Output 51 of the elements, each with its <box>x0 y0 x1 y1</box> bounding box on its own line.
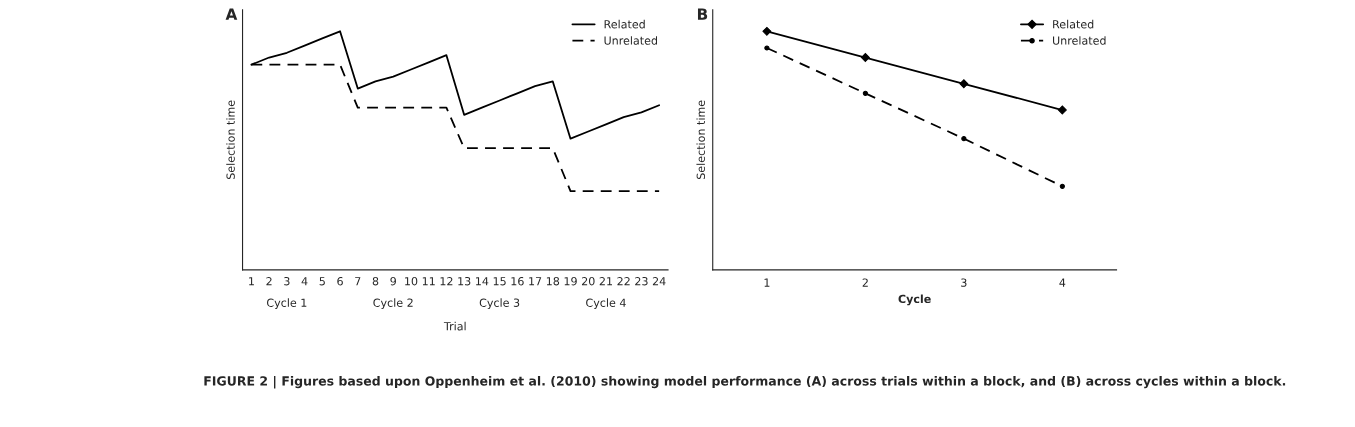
point <box>961 136 967 142</box>
point <box>764 45 770 51</box>
legend-label: Related <box>604 19 645 29</box>
x-tick-label: 22 <box>617 277 630 286</box>
x-tick-label: 15 <box>493 277 506 286</box>
x-tick-label: 23 <box>635 277 648 286</box>
x-tick-label: 5 <box>319 277 325 286</box>
x-tick-label: 1 <box>249 277 254 286</box>
x-tick-label: 20 <box>581 277 595 286</box>
x-tick-label: 18 <box>546 277 560 286</box>
x-tick-label: 10 <box>405 277 418 286</box>
x-tick-label: 24 <box>652 277 666 286</box>
text: Cycle 3 <box>479 298 520 310</box>
x-tick-label: 3 <box>961 278 967 287</box>
x-tick-label: 11 <box>422 277 435 286</box>
point <box>959 79 969 89</box>
x-tick-label: 13 <box>458 277 471 286</box>
x-tick-label: 17 <box>529 277 542 286</box>
x-tick-label: 4 <box>1059 278 1066 287</box>
x-tick-label: 16 <box>511 277 524 286</box>
x-tick-label: 1 <box>764 278 770 287</box>
x-tick-label: 14 <box>476 277 489 286</box>
x-tick-label: 6 <box>337 277 343 286</box>
x-tick-label: 8 <box>372 277 379 286</box>
legend-label: Unrelated <box>1053 36 1106 45</box>
x-tick-label: 19 <box>564 277 577 286</box>
x-tick-label: 3 <box>284 277 290 286</box>
point <box>860 53 870 62</box>
point <box>1059 183 1065 189</box>
chart-title: B <box>697 8 708 20</box>
y-axis-title: Selection time <box>226 100 235 180</box>
legend-label: Related <box>1053 19 1094 29</box>
legend-label: Unrelated <box>604 36 658 45</box>
x-axis-title: Cycle <box>898 294 931 306</box>
point <box>862 90 868 96</box>
point <box>1057 105 1067 115</box>
point <box>762 26 772 36</box>
text: Cycle 4 <box>586 298 626 310</box>
text: Cycle 1 <box>267 298 307 310</box>
text: Cycle 2 <box>373 298 413 310</box>
x-tick-label: 9 <box>390 277 396 286</box>
x-tick-label: 4 <box>301 277 308 286</box>
chart-title: A <box>225 8 238 20</box>
caption: FIGURE 2 | Figures based upon Oppenheim et al. (2010) showing model performance (A) across trials within a block, and (B) across cycles within a block. <box>204 375 1286 389</box>
y-axis-title: Selection time <box>696 100 706 180</box>
x-axis-title: Trial <box>443 321 466 331</box>
x-tick-label: 12 <box>440 277 453 286</box>
x-tick-label: 7 <box>355 277 361 286</box>
x-tick-label: 2 <box>266 277 272 286</box>
x-tick-label: 2 <box>862 278 868 287</box>
x-tick-label: 21 <box>599 277 613 286</box>
